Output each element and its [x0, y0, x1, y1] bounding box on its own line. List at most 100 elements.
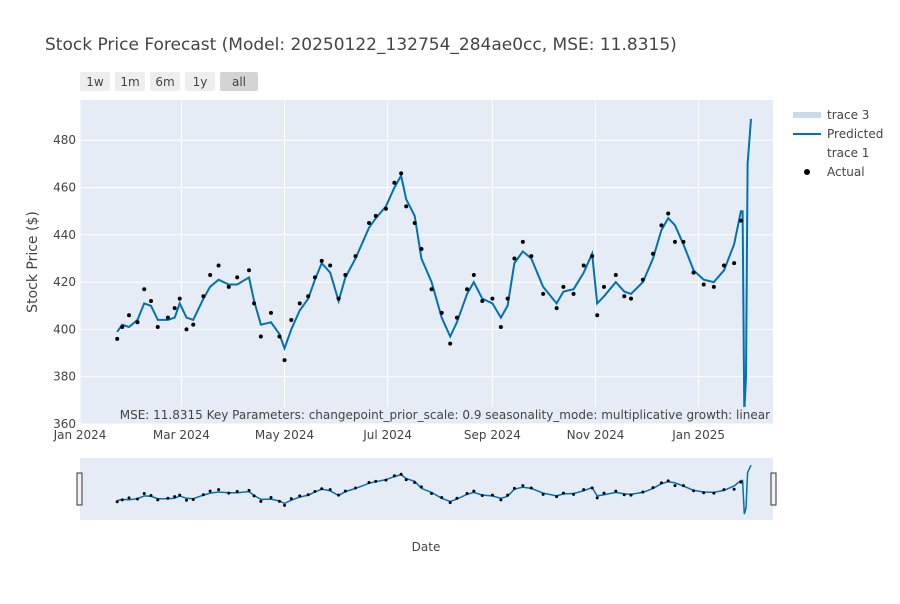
slider-handle[interactable]: [76, 472, 83, 506]
actual-point: [506, 493, 510, 497]
actual-point: [337, 493, 341, 497]
range-slider[interactable]: [80, 458, 773, 520]
y-tick-label: 400: [53, 322, 76, 336]
actual-point: [374, 479, 378, 483]
actual-point: [383, 206, 388, 211]
actual-point: [289, 317, 294, 322]
actual-point: [367, 220, 372, 225]
actual-point: [721, 263, 726, 268]
y-tick-label: 480: [53, 133, 76, 147]
actual-point: [343, 273, 348, 278]
x-tick-label: Nov 2024: [567, 428, 625, 442]
actual-point: [641, 490, 645, 494]
actual-point: [622, 493, 626, 497]
predicted-line: [116, 118, 752, 413]
actual-point: [419, 485, 423, 489]
actual-point: [384, 478, 388, 482]
actual-point: [258, 334, 263, 339]
actual-point: [399, 171, 404, 176]
actual-point: [732, 261, 737, 266]
actual-point: [429, 287, 434, 292]
actual-point: [622, 294, 627, 299]
legend-label[interactable]: trace 3: [827, 108, 869, 122]
actual-point: [629, 296, 634, 301]
actual-point: [127, 313, 132, 318]
actual-point: [572, 492, 576, 496]
actual-point: [419, 246, 424, 251]
actual-point: [312, 275, 317, 280]
actual-point: [172, 306, 177, 311]
actual-point: [336, 296, 341, 301]
range-button[interactable]: [115, 72, 145, 91]
actual-point: [455, 496, 459, 500]
actual-point: [541, 492, 545, 496]
actual-point: [353, 254, 358, 259]
range-button[interactable]: [220, 72, 258, 91]
actual-point: [738, 218, 743, 223]
actual-point: [666, 211, 671, 216]
actual-point: [135, 497, 139, 501]
actual-point: [191, 497, 195, 501]
actual-point: [471, 273, 476, 278]
actual-point: [148, 299, 153, 304]
actual-point: [582, 488, 586, 492]
range-button-label[interactable]: 6m: [155, 75, 174, 89]
actual-point: [226, 284, 231, 289]
actual-point: [208, 273, 213, 278]
actual-point: [691, 270, 696, 275]
y-tick-label: 460: [53, 181, 76, 195]
range-button[interactable]: [185, 72, 215, 91]
range-button-label[interactable]: 1y: [193, 75, 208, 89]
actual-point: [120, 325, 125, 330]
actual-point: [454, 315, 459, 320]
actual-point: [561, 491, 565, 495]
x-tick-label: Jul 2024: [362, 428, 412, 442]
actual-point: [520, 239, 525, 244]
actual-point: [277, 499, 281, 503]
x-tick-label: May 2024: [255, 428, 314, 442]
actual-point: [135, 320, 140, 325]
actual-point: [732, 487, 736, 491]
legend-label[interactable]: Actual: [827, 165, 865, 179]
actual-point: [328, 488, 332, 492]
actual-point: [712, 491, 716, 495]
y-tick-label: 440: [53, 228, 76, 242]
range-button[interactable]: [150, 72, 180, 91]
actual-point: [367, 480, 371, 484]
actual-point: [430, 492, 434, 496]
actual-point: [541, 291, 546, 296]
actual-point: [247, 268, 252, 273]
actual-point: [328, 263, 333, 268]
actual-point: [155, 325, 160, 330]
actual-point: [127, 496, 131, 500]
actual-point: [156, 498, 160, 502]
legend-symbol[interactable]: [804, 169, 810, 175]
actual-point: [184, 327, 189, 332]
range-button-label[interactable]: 1w: [86, 75, 104, 89]
actual-point: [259, 499, 263, 503]
actual-point: [306, 493, 310, 497]
actual-point: [505, 296, 510, 301]
actual-point: [629, 493, 633, 497]
actual-point: [269, 495, 273, 499]
actual-point: [165, 315, 170, 320]
annotation: MSE: 11.8315 Key Parameters: changepoint…: [120, 408, 770, 422]
actual-point: [252, 494, 256, 498]
actual-point: [439, 310, 444, 315]
actual-point: [283, 503, 287, 507]
actual-point: [298, 494, 302, 498]
slider-handle[interactable]: [770, 472, 777, 506]
actual-point: [571, 291, 576, 296]
legend-label[interactable]: trace 1: [827, 146, 869, 160]
actual-point: [701, 282, 706, 287]
range-button-label[interactable]: 1m: [120, 75, 139, 89]
actual-point: [173, 495, 177, 499]
actual-point: [115, 500, 119, 504]
legend-label[interactable]: Predicted: [827, 127, 883, 141]
range-button[interactable]: [80, 72, 110, 91]
actual-point: [490, 296, 495, 301]
actual-point: [201, 294, 206, 299]
range-button-label[interactable]: all: [232, 75, 246, 89]
actual-point: [235, 490, 239, 494]
actual-point: [581, 263, 586, 268]
